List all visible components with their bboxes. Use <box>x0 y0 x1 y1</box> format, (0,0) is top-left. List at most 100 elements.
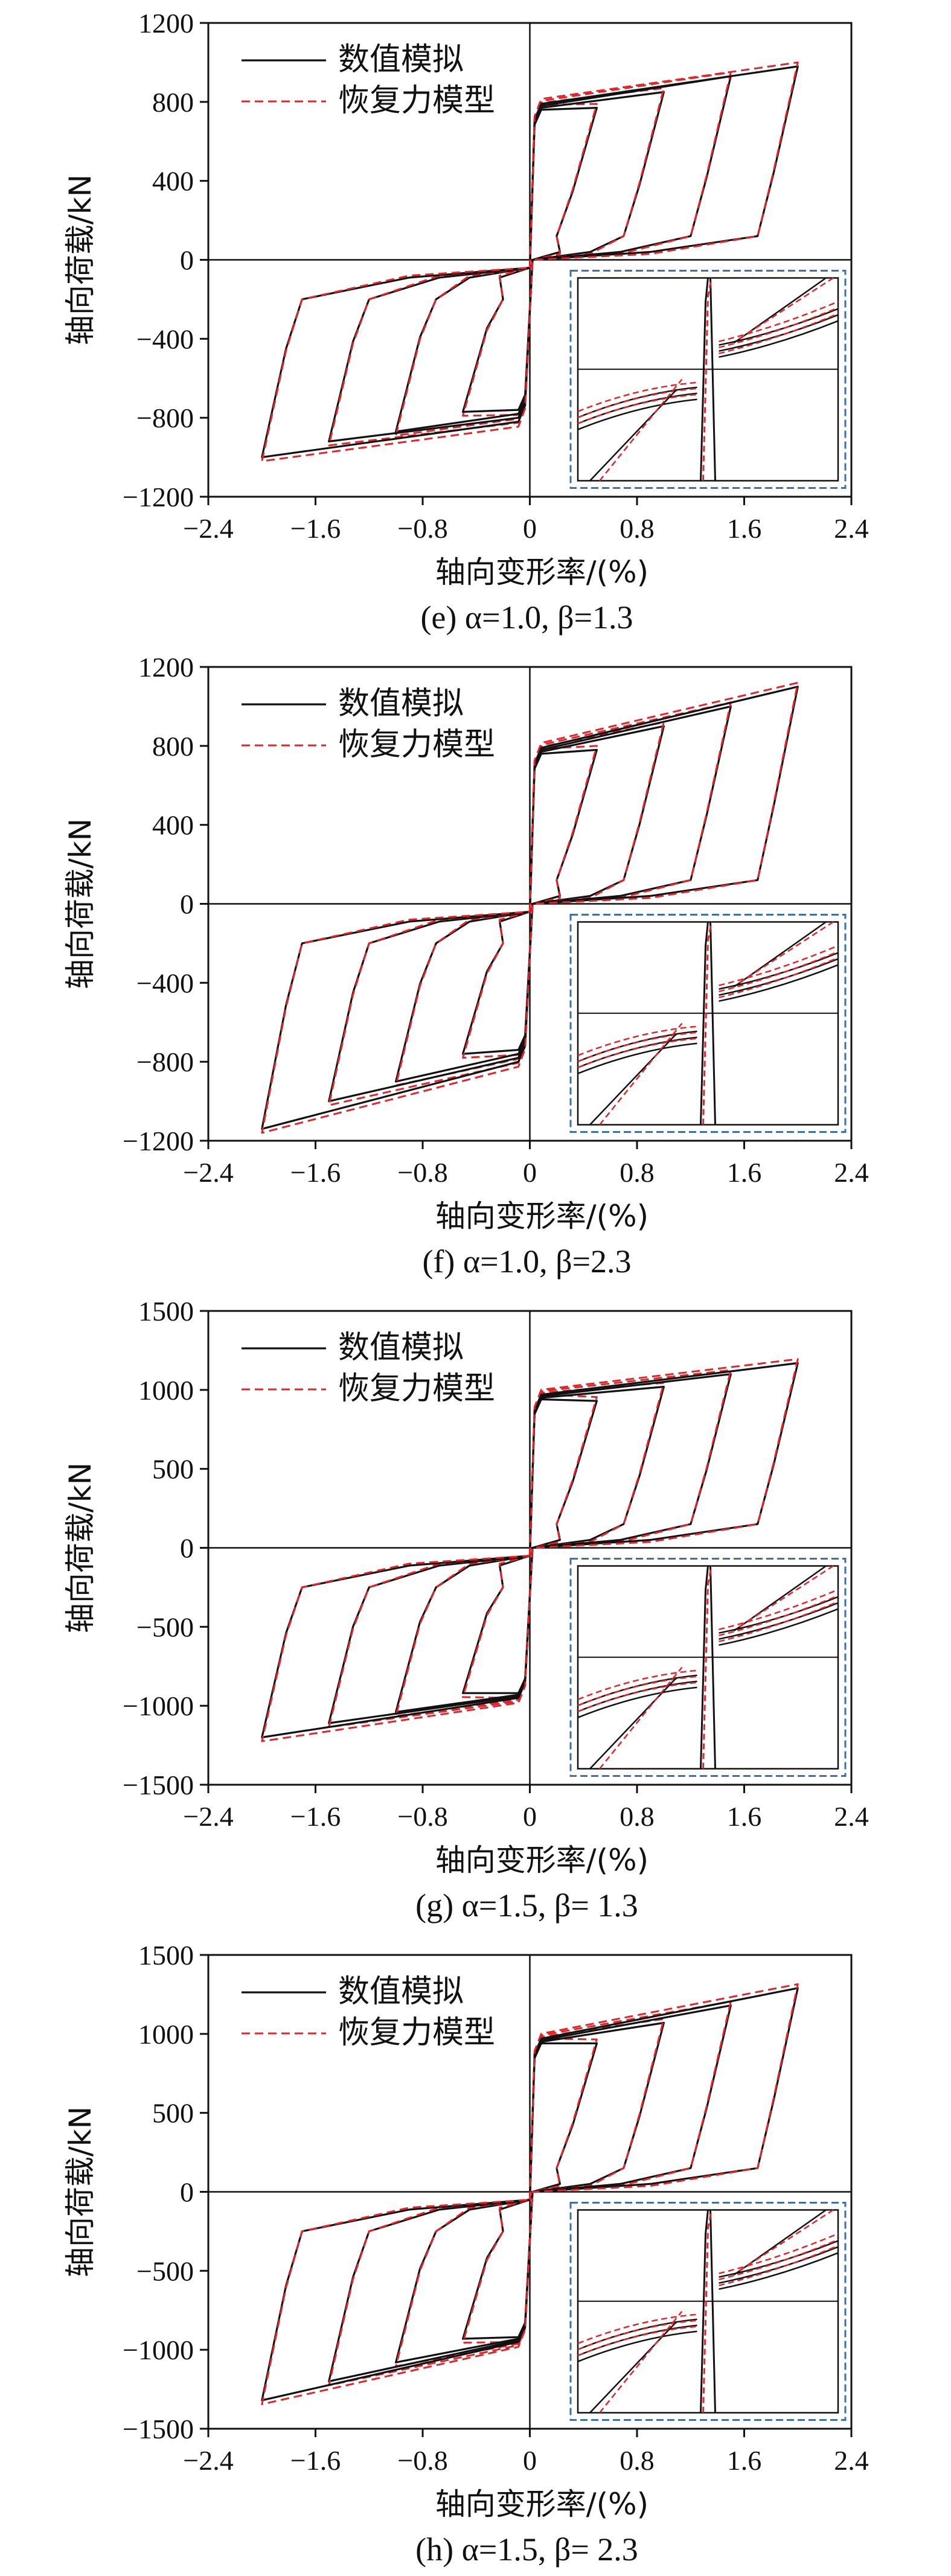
inset-model-branch <box>719 307 839 348</box>
y-tick-label: −500 <box>136 2256 194 2286</box>
chart-panel: −2.4 −1.6 −0.8 0 0.8 1.6 2.4 1200 800 400 0 −400 −80… <box>63 8 869 636</box>
x-tick-label: −0.8 <box>397 2445 447 2476</box>
inset-model-branch <box>719 2245 839 2286</box>
x-tick-label: −1.6 <box>290 1157 341 1188</box>
inset-model-center <box>702 2210 712 2413</box>
inset-model-center <box>702 278 712 481</box>
x-tick-label: −0.8 <box>397 1801 447 1832</box>
y-axis-title: 轴向荷载/kN <box>63 1462 98 1633</box>
inset <box>569 270 847 489</box>
inset-numerical-branch <box>719 1608 839 1646</box>
panel-caption: (h) α=1.5, β= 2.3 <box>415 2531 638 2568</box>
inset-frame <box>577 1565 839 1770</box>
y-tick-label: −500 <box>136 1612 194 1642</box>
legend-label-numerical: 数值模拟 <box>338 1330 464 1366</box>
x-tick-label: −1.6 <box>290 1801 341 1832</box>
legend-label-numerical: 数值模拟 <box>338 42 464 78</box>
x-tick-label: −1.6 <box>290 513 341 544</box>
x-tick-label: 0.8 <box>620 2445 655 2476</box>
y-axis-title: 轴向荷载/kN <box>63 2106 98 2277</box>
model-loop <box>261 1983 799 2405</box>
x-tick-label: 0 <box>523 1157 537 1188</box>
inset-model-branch <box>577 381 697 412</box>
inset-model-branch <box>719 1589 839 1630</box>
inset-model-branch <box>719 2239 839 2280</box>
x-tick-label: −0.8 <box>397 1157 447 1188</box>
x-tick-label: 1.6 <box>727 1801 762 1832</box>
inset-numerical-center <box>709 1566 716 1769</box>
x-tick-label: 2.4 <box>834 1157 869 1188</box>
x-tick-label: −2.4 <box>183 1801 233 1832</box>
legend-label-numerical: 数值模拟 <box>338 1974 464 2010</box>
chart-panel: −2.4 −1.6 −0.8 0 0.8 1.6 2.4 1500 1000 500 0 −500 −1… <box>63 1296 869 1924</box>
x-axis-title: 轴向变形率/(%) <box>435 2487 648 2522</box>
y-tick-label: 0 <box>180 2177 194 2208</box>
y-tick-label: 800 <box>152 87 194 118</box>
x-tick-label: 0 <box>523 1801 537 1832</box>
x-axis-title: 轴向变形率/(%) <box>435 1199 648 1234</box>
x-tick-label: 2.4 <box>834 513 869 544</box>
model-loop <box>261 61 799 462</box>
y-tick-label: 1000 <box>138 1375 194 1406</box>
inset-model-branch <box>577 1038 697 1068</box>
x-tick-label: 0 <box>523 2445 537 2476</box>
inset-numerical-branch <box>577 1042 697 1074</box>
y-tick-label: −800 <box>136 403 194 433</box>
x-tick-label: 0.8 <box>620 1801 655 1832</box>
y-tick-label: 0 <box>180 1533 194 1564</box>
y-tick-label: 1000 <box>138 2019 194 2050</box>
y-tick-label: −1200 <box>123 1126 194 1156</box>
x-tick-label: 2.4 <box>834 2445 869 2476</box>
inset-model-branch <box>577 1025 697 1056</box>
x-tick-label: 0.8 <box>620 1157 655 1188</box>
x-tick-label: 1.6 <box>727 513 762 544</box>
inset-model-center <box>702 922 712 1125</box>
x-axis-title: 轴向变形率/(%) <box>435 1843 648 1878</box>
legend-label-model: 恢复力模型 <box>338 83 495 119</box>
panel-caption: (e) α=1.0, β=1.3 <box>420 599 633 636</box>
y-tick-label: −400 <box>136 968 194 998</box>
inset-model-center <box>702 1566 712 1769</box>
inset-numerical-center <box>700 2210 709 2413</box>
panel-caption: (g) α=1.5, β= 1.3 <box>415 1887 638 1924</box>
y-tick-label: 400 <box>152 810 194 841</box>
y-tick-label: 1200 <box>138 8 194 39</box>
y-tick-label: −1200 <box>123 482 194 512</box>
model-loop <box>328 2000 732 2386</box>
inset-model-diagonal <box>599 1022 683 1126</box>
inset-model-diagonal <box>599 1666 683 1770</box>
inset-numerical-center <box>709 922 716 1125</box>
inset-model-branch <box>719 1595 839 1636</box>
inset-model-branch <box>719 957 839 998</box>
inset-model-branch <box>577 1682 697 1712</box>
x-tick-label: 1.6 <box>727 1157 762 1188</box>
plot-area <box>261 1358 799 1742</box>
plot-area <box>261 61 799 462</box>
model-loop <box>462 1393 598 1699</box>
x-tick-label: −2.4 <box>183 513 233 544</box>
inset-model-branch <box>719 301 839 342</box>
inset-model-branch <box>577 2313 697 2344</box>
y-tick-label: 1500 <box>138 1296 194 1327</box>
y-axis-title: 轴向荷载/kN <box>63 818 98 989</box>
y-tick-label: −400 <box>136 324 194 354</box>
model-loop <box>328 1369 732 1728</box>
inset-numerical-center <box>700 1566 709 1769</box>
y-tick-label: 500 <box>152 2098 194 2129</box>
x-tick-label: 0.8 <box>620 513 655 544</box>
y-tick-label: −1000 <box>123 2335 194 2365</box>
legend-label-numerical: 数值模拟 <box>338 686 464 722</box>
inset-model-branch <box>577 2319 697 2350</box>
inset-numerical-branch <box>719 964 839 1002</box>
inset-model-branch <box>577 394 697 424</box>
inset-model-branch <box>577 1669 697 1700</box>
y-tick-label: −1500 <box>123 2414 194 2444</box>
x-tick-label: 2.4 <box>834 1801 869 1832</box>
y-tick-label: 0 <box>180 889 194 920</box>
inset-frame <box>577 2209 839 2414</box>
inset-numerical-center <box>709 2210 716 2413</box>
x-tick-label: −1.6 <box>290 2445 341 2476</box>
y-tick-label: 800 <box>152 731 194 762</box>
